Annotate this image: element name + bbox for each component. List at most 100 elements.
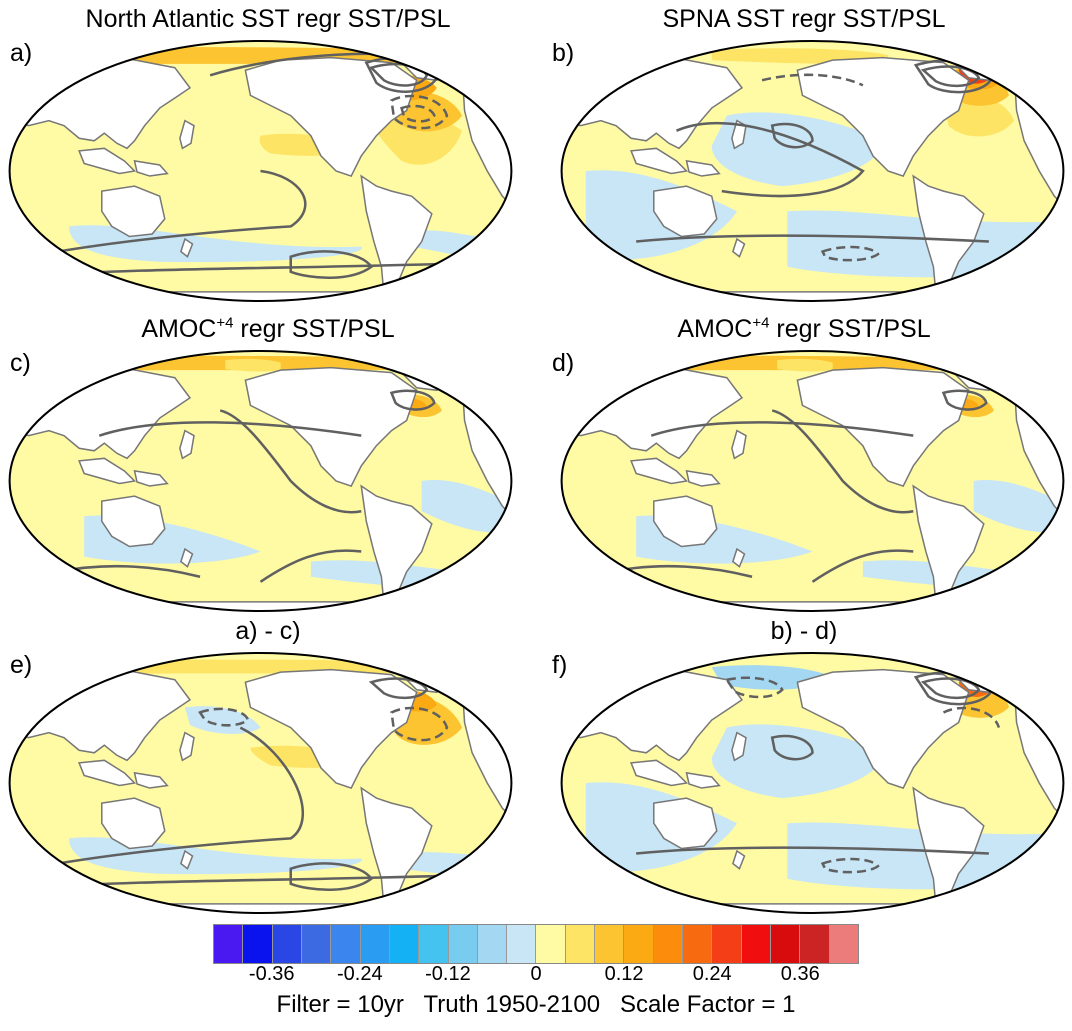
- land-mass: [179, 429, 195, 460]
- map-panel-b: SPNA SST regr SST/PSL b): [536, 0, 1072, 310]
- psl-contour-negative: [724, 676, 784, 699]
- map-panel-c: AMOC+4 regr SST/PSL c): [0, 310, 536, 620]
- psl-contour-positive: [289, 250, 374, 280]
- colorbar-tick-label: 0.12: [604, 963, 644, 985]
- sst-anomaly-map: [8, 40, 513, 302]
- map-border: [8, 652, 513, 914]
- land-mass: [630, 457, 689, 485]
- figure-footer: Filter = 10yr Truth 1950-2100 Scale Fact…: [276, 991, 796, 1018]
- psl-contour-negative: [390, 94, 449, 130]
- panel-letter: f): [552, 651, 568, 679]
- anomaly-region: [973, 479, 1060, 533]
- panel-letter: b): [552, 39, 575, 67]
- land-mass: [630, 759, 689, 787]
- psl-contour-positive: [770, 122, 814, 149]
- anomaly-region: [943, 95, 1015, 137]
- psl-contour-positive: [368, 62, 429, 87]
- land-mass: [731, 731, 747, 762]
- panel-title: North Atlantic SST regr SST/PSL: [85, 5, 451, 33]
- land-mass: [685, 772, 721, 789]
- map-border: [8, 40, 513, 302]
- colorbar-box: [770, 925, 801, 963]
- land-mass: [630, 147, 689, 175]
- land-mass: [133, 470, 169, 487]
- land-mass: [360, 174, 433, 296]
- psl-contour-positive: [636, 234, 989, 243]
- psl-contour-positive: [389, 389, 436, 411]
- psl-contour-positive: [28, 169, 307, 258]
- panel-title-rest: regr SST/PSL: [769, 315, 931, 343]
- colorbar-box: [624, 925, 654, 963]
- colorbar-tick-label: -0.24: [337, 963, 383, 985]
- land-mass: [101, 797, 166, 850]
- land-mass: [796, 56, 970, 177]
- map-border: [560, 652, 1065, 914]
- colorbar-box: [565, 925, 596, 963]
- panel-title-superscript: +4: [752, 314, 770, 332]
- psl-contour-positive: [920, 65, 981, 88]
- map-border: [560, 350, 1065, 612]
- land-mass: [180, 849, 194, 870]
- psl-contour-positive: [259, 549, 362, 583]
- colorbar: [213, 924, 859, 964]
- anomaly-region: [421, 479, 508, 533]
- sst-anomaly-map: [560, 652, 1065, 914]
- panel-title-rest: regr SST/PSL: [233, 315, 395, 343]
- colorbar-box: [507, 925, 537, 963]
- land-mass: [653, 185, 718, 238]
- colorbar-tick-label: 0.24: [692, 963, 732, 985]
- anomaly-region: [787, 210, 1060, 278]
- colorbar-box: [272, 925, 302, 963]
- colorbar-box: [214, 925, 244, 963]
- anomaly-region: [787, 822, 1060, 890]
- land-mass: [732, 849, 746, 870]
- sst-anomaly-map: [8, 652, 513, 914]
- colorbar-boxes: [213, 924, 859, 964]
- sst-anomaly-map: [560, 40, 1065, 302]
- psl-contour-positive: [920, 677, 981, 700]
- anomaly-region: [711, 724, 884, 799]
- land-mass: [78, 759, 137, 787]
- psl-contour-positive: [941, 389, 988, 411]
- panel-title-superscript: +4: [216, 314, 234, 332]
- map-panel-d: AMOC+4 regr SST/PSL d): [536, 310, 1072, 620]
- colorbar-tick-label: -0.36: [248, 963, 295, 985]
- panel-title: SPNA SST regr SST/PSL: [662, 5, 946, 33]
- psl-contour-positive: [770, 734, 814, 761]
- psl-contour-negative: [820, 857, 880, 874]
- colorbar-box: [800, 925, 830, 963]
- panel-title: b) - d): [770, 617, 838, 645]
- colorbar-tick-label: -0.12: [425, 963, 471, 985]
- psl-contour-positive: [289, 862, 374, 892]
- panel-title: a) - c): [235, 617, 301, 645]
- colorbar-box: [360, 925, 390, 963]
- land-mass: [360, 484, 433, 606]
- panel-letter: e): [10, 651, 33, 679]
- land-mass: [731, 429, 747, 460]
- panel-letter: a): [10, 39, 33, 67]
- colorbar-box: [712, 925, 742, 963]
- land-mass: [912, 484, 985, 606]
- land-mass: [244, 668, 418, 789]
- psl-contour-positive: [636, 846, 989, 855]
- psl-contour-negative: [761, 73, 864, 87]
- land-mass: [179, 119, 195, 150]
- land-mass: [912, 174, 985, 296]
- anomaly-region: [711, 112, 884, 187]
- map-border: [560, 40, 1065, 302]
- colorbar-box: [536, 925, 566, 963]
- psl-contour-positive: [219, 409, 362, 514]
- land-mass: [912, 786, 985, 908]
- psl-contour-positive: [675, 121, 865, 198]
- psl-contour-negative: [942, 706, 1001, 729]
- land-mass: [101, 495, 166, 548]
- colorbar-box: [653, 925, 683, 963]
- psl-contour-positive: [28, 726, 304, 870]
- map-border: [8, 350, 513, 612]
- land-mass: [796, 668, 970, 789]
- psl-contour-negative: [198, 707, 250, 727]
- land-mass: [732, 237, 746, 258]
- psl-contour-positive: [771, 409, 914, 514]
- colorbar-box: [683, 925, 713, 963]
- land-mass: [180, 547, 194, 568]
